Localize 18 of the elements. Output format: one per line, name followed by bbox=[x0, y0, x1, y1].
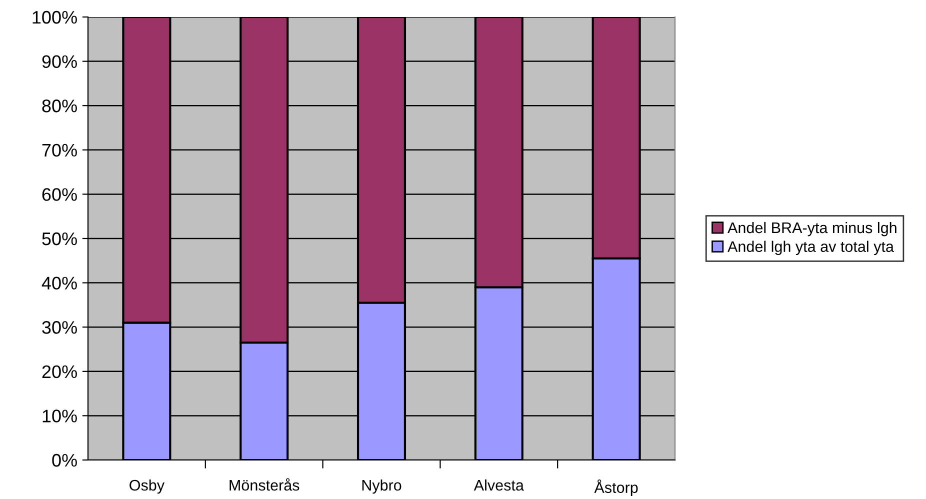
x-tick-label: Nybro bbox=[362, 479, 402, 494]
y-tick-label: 0% bbox=[52, 454, 77, 467]
y-tick-label: 80% bbox=[42, 100, 77, 112]
y-tick-label: 90% bbox=[42, 55, 77, 68]
y-tick-label: 30% bbox=[42, 321, 77, 334]
legend-label: Andel BRA-yta minus lgh bbox=[728, 222, 896, 236]
x-tick-label: Alvesta bbox=[474, 479, 524, 491]
x-tick-label: Mönsterås bbox=[230, 478, 300, 491]
x-tick-label: Åstorp bbox=[594, 479, 638, 496]
y-tick-label: 60% bbox=[42, 188, 77, 201]
legend-label: Andel lgh yta av total yta bbox=[728, 240, 894, 256]
y-tick-label: 40% bbox=[42, 276, 77, 290]
y-tick-label: 50% bbox=[42, 232, 77, 246]
x-tick-label: Osby bbox=[130, 479, 164, 494]
y-tick-label: 100% bbox=[32, 10, 77, 24]
y-tick-label: 70% bbox=[42, 144, 77, 157]
y-tick-label: 10% bbox=[42, 410, 77, 422]
y-tick-label: 20% bbox=[42, 365, 77, 378]
